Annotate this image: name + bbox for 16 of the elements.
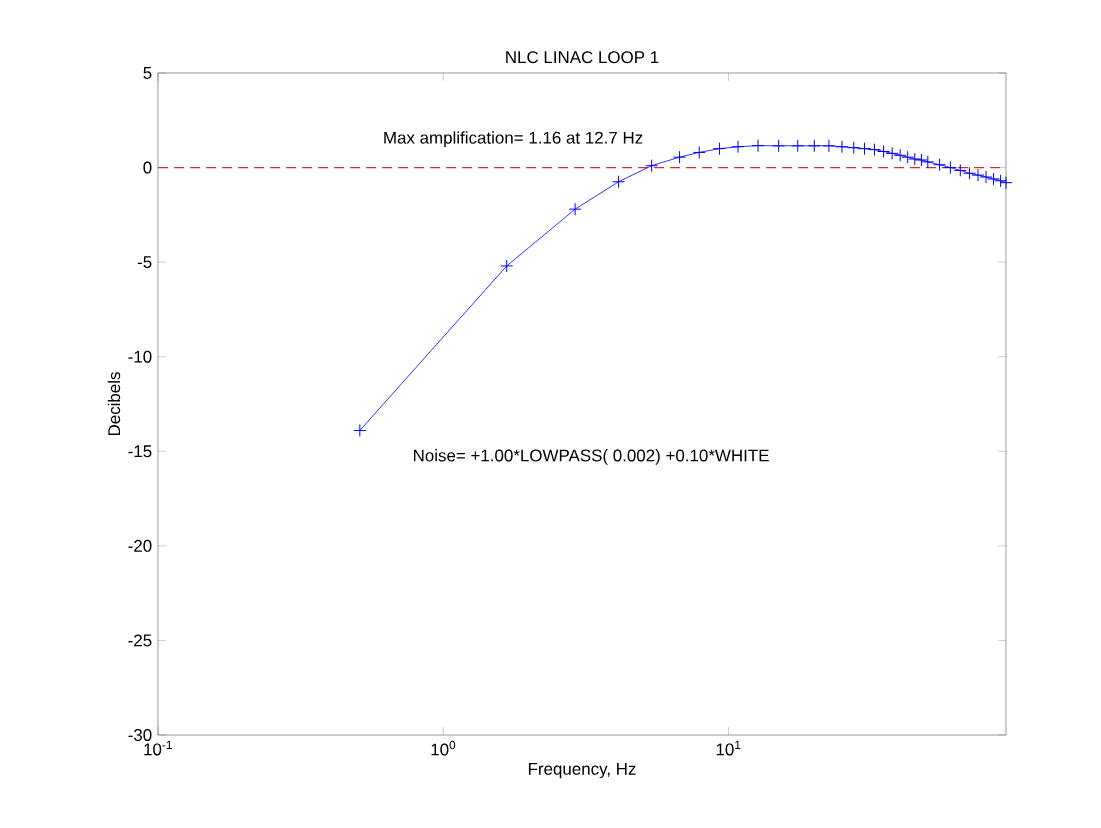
y-tick-label: -20 [128, 539, 152, 552]
y-tick-label: -15 [128, 445, 152, 458]
annotation: Max amplification= 1.16 at 12.7 Hz [384, 131, 643, 148]
y-tick-label: -5 [137, 256, 152, 269]
y-tick-label: 5 [143, 67, 152, 79]
annotation: Noise= +1.00*LOWPASS( 0.002) +0.10*WHITE [413, 449, 769, 465]
y-tick-label: -30 [128, 729, 152, 741]
y-axis-title: Decibels [107, 372, 121, 436]
x-tick-label: 10$^{1}$ [716, 740, 741, 756]
y-tick-label: -25 [128, 634, 152, 647]
y-tick-label: 0 [143, 161, 152, 174]
chart-title: NLC LINAC LOOP 1 [506, 51, 659, 64]
y-tick-label: -10 [128, 350, 152, 363]
x-tick-label: 10$^{-1}$ [144, 740, 172, 756]
x-axis-title: Frequency, Hz [528, 763, 636, 779]
x-tick-label: 10$^{0}$ [431, 740, 456, 756]
